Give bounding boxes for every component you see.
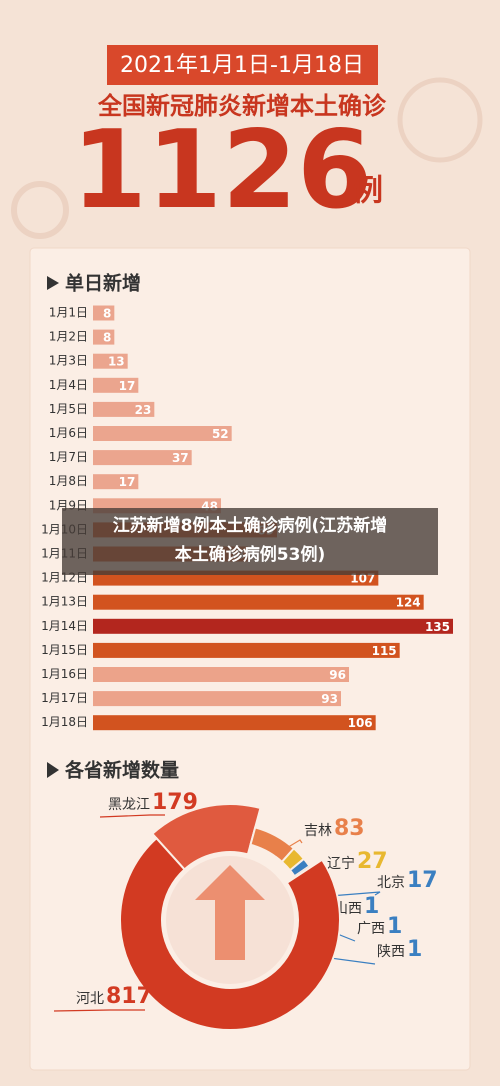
- section-marker: [47, 762, 59, 778]
- value-label: 135: [425, 620, 450, 634]
- category-label: 1月2日: [49, 330, 88, 344]
- slice-value: 1: [387, 914, 402, 939]
- bar: [93, 642, 400, 658]
- section-title: 单日新增: [65, 272, 141, 295]
- total: 1126: [72, 108, 373, 233]
- category-label: 1月7日: [49, 450, 88, 464]
- section-title: 各省新增数量: [64, 759, 179, 782]
- slice-name: 河北: [76, 991, 104, 1007]
- slice-name: 广西: [357, 921, 385, 937]
- bar: [93, 377, 139, 393]
- bar: [93, 474, 139, 490]
- overlay-text: 江苏新增8例本土确诊病例(江苏新增: [113, 515, 388, 536]
- slice-value: 1: [364, 894, 379, 919]
- category-label: 1月17日: [41, 691, 88, 705]
- bar: [93, 426, 232, 441]
- bar: [93, 715, 376, 731]
- category-label: 1月13日: [41, 595, 88, 609]
- slice-value: 179: [152, 790, 198, 815]
- value-label: 17: [119, 475, 136, 489]
- bar: [93, 401, 155, 417]
- decor-lung: [397, 77, 483, 163]
- center-arrow: [195, 865, 265, 960]
- slice-value: 1: [407, 937, 422, 962]
- value-label: 8: [103, 331, 111, 345]
- leader-line: [53, 1009, 145, 1012]
- subtitle: 全国新冠肺炎新增本土确诊: [97, 92, 387, 120]
- category-label: 1月15日: [41, 643, 88, 657]
- slice-value: 17: [407, 868, 438, 893]
- value-label: 23: [135, 403, 152, 417]
- slice-value: 817: [106, 984, 152, 1009]
- value-label: 13: [108, 355, 125, 369]
- category-label: 1月5日: [49, 402, 88, 416]
- slice-name: 黑龙江: [108, 797, 150, 813]
- overlay: [62, 508, 438, 575]
- value-label: 106: [348, 716, 373, 730]
- bar: [93, 594, 424, 610]
- category-label: 1月8日: [49, 474, 88, 488]
- value-label: 93: [321, 692, 338, 706]
- value-label: 124: [396, 596, 421, 610]
- slice-name: 辽宁: [327, 855, 355, 872]
- donut-slice: [150, 803, 262, 871]
- bar: [93, 667, 349, 682]
- slice-name: 北京: [377, 875, 405, 891]
- date-range: 2021年1月1日-1月18日: [120, 53, 364, 78]
- slice-name: 吉林: [304, 823, 332, 839]
- category-label: 1月3日: [49, 354, 88, 368]
- leader-line: [274, 839, 303, 856]
- decor-virus: [11, 181, 69, 239]
- bar: [93, 691, 341, 707]
- bar: [93, 329, 115, 345]
- bar: [93, 618, 453, 634]
- leader-line: [99, 814, 165, 818]
- bar: [93, 450, 192, 466]
- category-label: 1月4日: [49, 378, 88, 392]
- category-label: 1月14日: [41, 619, 88, 633]
- value-label: 107: [350, 572, 375, 586]
- value-label: 8: [103, 307, 111, 321]
- slice-name: 山西: [334, 901, 362, 917]
- category-label: 1月6日: [49, 426, 88, 440]
- bar: [93, 305, 115, 321]
- slice-name: 陕西: [377, 944, 405, 960]
- category-label: 1月1日: [49, 306, 88, 320]
- section-marker: [47, 276, 59, 290]
- donut-slice: [119, 836, 341, 1031]
- value-label: 37: [172, 451, 189, 465]
- total-unit: 例: [353, 174, 383, 209]
- category-label: 1月18日: [41, 715, 88, 729]
- slice-value: 27: [357, 849, 388, 874]
- date-box: [107, 45, 378, 85]
- slice-value: 83: [334, 816, 365, 841]
- bar: [93, 353, 128, 369]
- category-label: 1月16日: [41, 667, 88, 681]
- overlay-text: 本土确诊病例53例): [175, 544, 325, 565]
- value-label: 96: [329, 668, 346, 682]
- value-label: 115: [372, 644, 397, 658]
- value-label: 52: [212, 427, 229, 441]
- value-label: 17: [119, 379, 136, 393]
